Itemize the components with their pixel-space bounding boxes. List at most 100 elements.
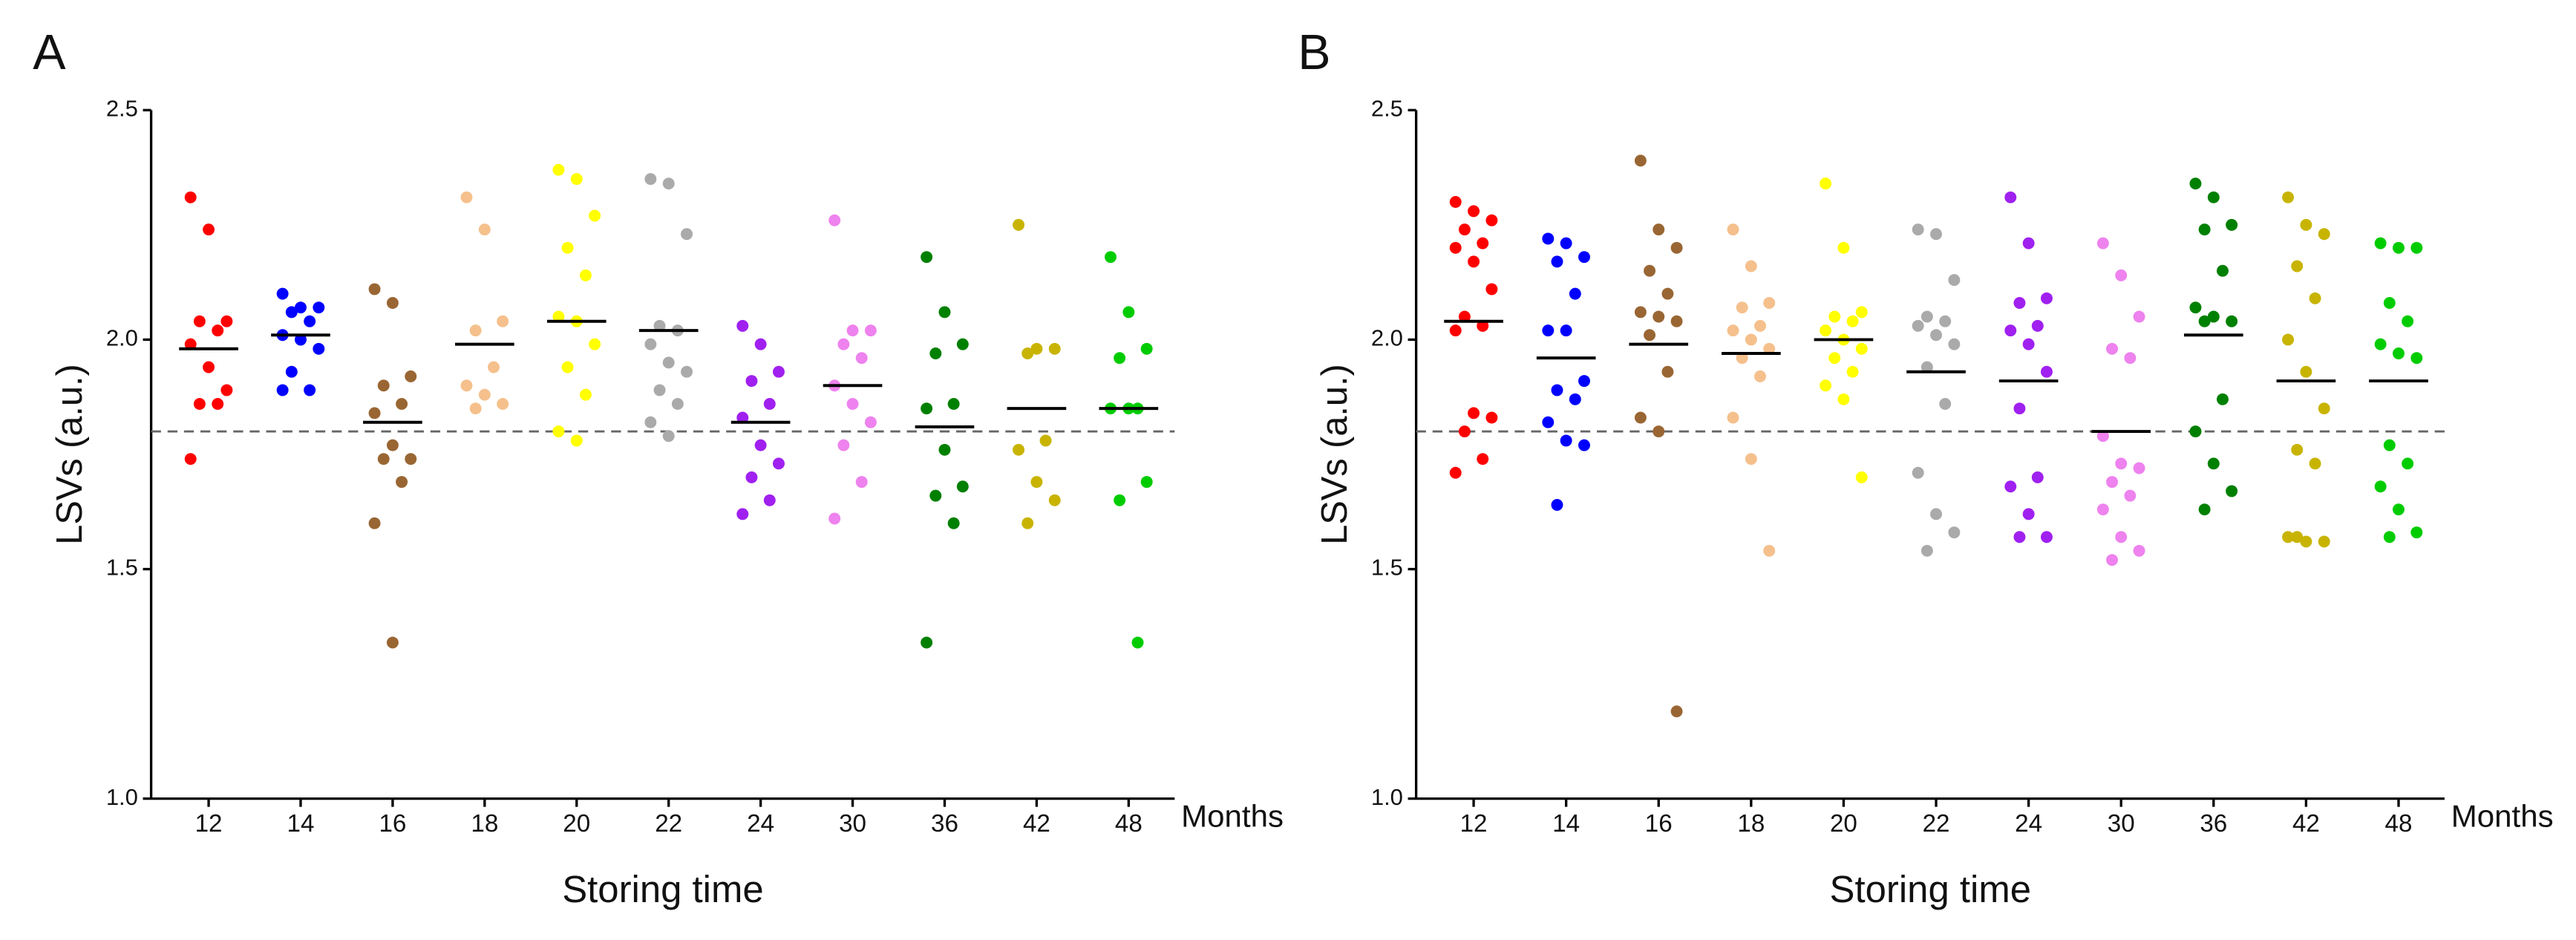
data-point (947, 517, 960, 529)
data-point (460, 191, 473, 203)
data-point (754, 338, 767, 350)
data-point (2217, 393, 2229, 405)
data-point (2282, 191, 2295, 203)
data-point (1930, 228, 1942, 241)
data-point (1920, 544, 1933, 557)
data-point (745, 471, 758, 483)
data-point (1763, 342, 1776, 355)
data-point (653, 384, 666, 396)
data-point (1855, 471, 1868, 483)
data-point (2133, 462, 2145, 474)
data-point (1560, 237, 1572, 249)
data-point (929, 347, 942, 359)
data-point (864, 324, 877, 337)
data-point (396, 398, 408, 410)
data-point (754, 439, 767, 451)
data-point (1458, 223, 1471, 236)
data-point (837, 338, 850, 350)
data-point (2124, 489, 2137, 502)
data-point (1030, 476, 1043, 489)
data-point (938, 443, 951, 456)
data-point (2115, 457, 2128, 470)
data-point (1551, 384, 1563, 396)
data-point (2393, 503, 2405, 516)
data-point (662, 177, 675, 190)
data-point (1449, 324, 1462, 337)
data-point (497, 398, 509, 410)
data-point (736, 411, 749, 424)
x-tick-label: 42 (2292, 810, 2320, 838)
x-tick-label: 48 (1115, 810, 1142, 838)
data-point (2291, 443, 2304, 456)
data-point (488, 361, 500, 373)
data-point (1013, 443, 1025, 456)
data-point (1644, 329, 1656, 342)
data-point (1846, 315, 1859, 327)
x-tick-label: 18 (471, 810, 498, 838)
data-point (1021, 517, 1034, 529)
data-point (1644, 264, 1656, 277)
data-point (1634, 411, 1647, 424)
data-point (1837, 393, 1850, 405)
data-point (2115, 531, 2128, 544)
data-point (1837, 241, 1850, 254)
data-point (2291, 260, 2304, 272)
data-point (2013, 297, 2026, 309)
x-tick-label: 36 (931, 810, 958, 838)
data-point (1542, 324, 1555, 337)
data-point (2115, 269, 2128, 281)
data-point (938, 306, 951, 319)
data-point (1653, 223, 1665, 236)
data-point (212, 398, 224, 410)
data-point (2383, 531, 2396, 544)
y-tick-label: 2.0 (106, 325, 138, 351)
data-point (1551, 499, 1563, 511)
data-point (2300, 365, 2312, 378)
data-point (1920, 310, 1933, 323)
x-unit-label: Months (2451, 798, 2554, 833)
data-point (846, 398, 859, 410)
data-point (1745, 333, 1757, 346)
data-point (579, 269, 592, 281)
data-point (405, 453, 417, 466)
x-tick-label: 12 (1460, 810, 1488, 838)
data-point (653, 319, 666, 332)
data-point (864, 416, 877, 428)
data-point (570, 434, 583, 447)
data-point (184, 453, 197, 466)
data-point (1449, 241, 1462, 254)
data-point (2041, 365, 2053, 378)
data-point (304, 384, 316, 396)
data-point (1763, 297, 1776, 309)
data-point (2106, 476, 2119, 489)
data-point (662, 356, 675, 369)
data-point (1670, 705, 1683, 718)
data-point (220, 315, 233, 327)
data-point (276, 384, 289, 396)
data-point (1477, 453, 1489, 466)
data-point (1948, 338, 1961, 350)
y-tick-label: 2.5 (106, 96, 138, 122)
data-point (212, 324, 224, 337)
data-point (1736, 352, 1748, 365)
x-tick-label: 24 (2015, 810, 2042, 838)
data-point (644, 416, 657, 428)
data-point (1468, 255, 1480, 268)
data-point (561, 361, 574, 373)
data-point (386, 636, 399, 649)
data-point (1661, 365, 1674, 378)
data-point (828, 512, 841, 525)
data-point (921, 402, 933, 415)
x-tick-label: 20 (1830, 810, 1857, 838)
y-tick-label: 1.0 (106, 784, 138, 810)
data-point (1542, 232, 1555, 245)
data-point (1485, 411, 1498, 424)
data-point (2318, 535, 2330, 548)
data-point (855, 352, 868, 365)
data-point (313, 342, 325, 355)
x-tick-label: 16 (379, 810, 406, 838)
data-point (1485, 214, 1498, 226)
y-tick-label: 1.0 (1371, 784, 1403, 810)
data-point (589, 209, 601, 222)
